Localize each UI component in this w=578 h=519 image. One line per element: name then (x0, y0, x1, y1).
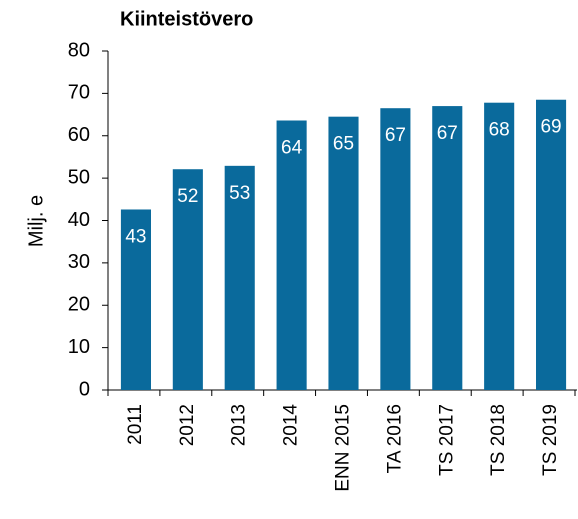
data-label: 64 (281, 138, 303, 159)
x-tick-label: 2013 (229, 404, 250, 446)
y-tick-label: 30 (68, 251, 90, 273)
bar (276, 120, 307, 391)
data-label: 53 (229, 183, 250, 204)
data-label: 65 (333, 134, 354, 155)
y-tick-label: 80 (68, 39, 90, 61)
x-tick-label: 2014 (281, 404, 302, 447)
bar (484, 102, 515, 390)
bar (224, 165, 255, 390)
bar (328, 116, 359, 391)
y-tick-label: 20 (68, 294, 90, 316)
bar (432, 106, 463, 391)
x-tick-label: TA 2016 (384, 404, 405, 473)
y-tick-label: 0 (79, 378, 90, 400)
bar (536, 99, 567, 390)
x-tick-label: TS 2018 (488, 404, 509, 476)
x-tick-label: 2011 (125, 404, 146, 445)
chart-title: Kiinteistövero (120, 8, 253, 30)
y-axis-label: Milj. e (25, 195, 47, 247)
x-tick-label: TS 2019 (540, 404, 561, 476)
y-tick-label: 60 (68, 124, 90, 146)
x-tick-label: ENN 2015 (333, 404, 354, 492)
y-tick-label: 50 (68, 166, 90, 188)
data-label: 69 (540, 117, 561, 138)
y-tick-label: 10 (68, 336, 90, 358)
y-tick-label: 70 (68, 82, 90, 104)
data-label: 67 (385, 125, 406, 146)
y-tick-label: 40 (68, 209, 90, 231)
data-label: 52 (177, 186, 198, 207)
data-label: 43 (125, 226, 146, 247)
bar (380, 108, 411, 391)
x-tick-label: TS 2017 (436, 404, 457, 476)
x-tick-label: 2012 (177, 404, 198, 446)
data-label: 67 (437, 123, 458, 144)
bar (120, 209, 151, 390)
data-label: 68 (489, 120, 510, 141)
bar (172, 169, 203, 390)
